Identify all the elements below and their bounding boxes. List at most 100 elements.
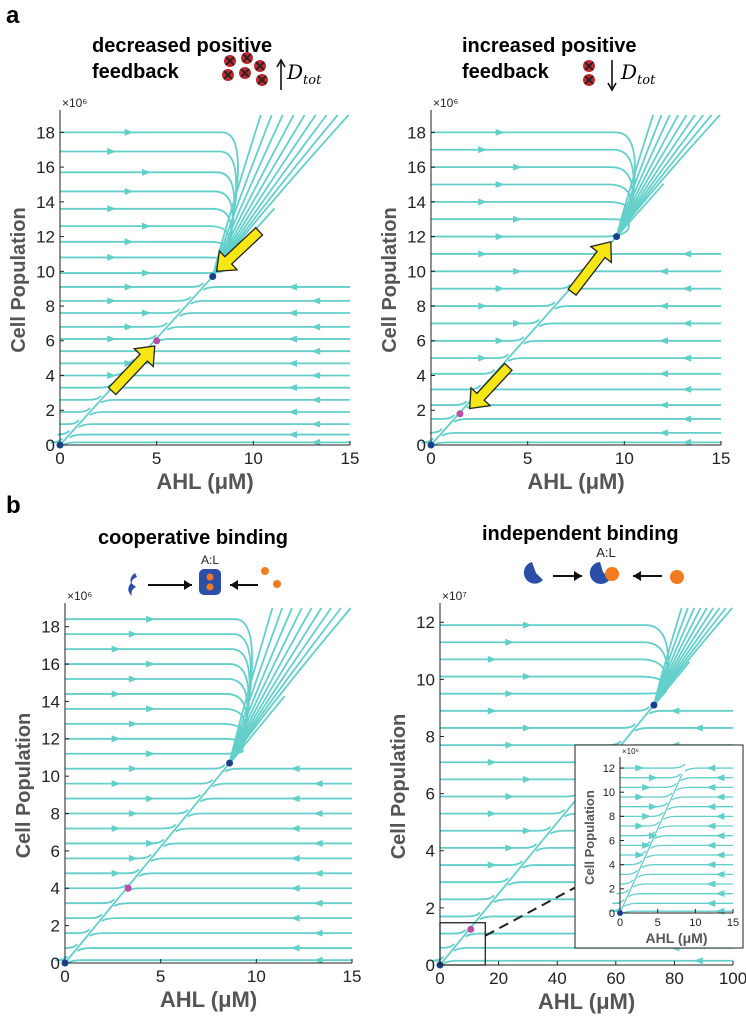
streamline: [431, 956, 733, 965]
x-marker-cross: [584, 75, 594, 85]
streamline: [50, 437, 350, 447]
streamline: [60, 131, 239, 278]
stream-direction-marker: [682, 354, 692, 362]
stream-direction-marker: [682, 250, 692, 258]
streamline: [65, 779, 352, 788]
stream-direction-marker: [706, 803, 716, 811]
x-marker-cross: [223, 70, 233, 80]
y-tick-label: 12: [407, 228, 426, 247]
streamline: [431, 266, 721, 276]
streamline: [431, 148, 635, 238]
y-tick-label: 2: [426, 899, 435, 918]
streamline: [431, 220, 630, 238]
b-left-title: cooperative binding: [98, 527, 289, 549]
y-tick-label: 8: [51, 804, 60, 823]
stream-direction-marker: [288, 309, 297, 317]
stream-direction-marker: [313, 929, 323, 937]
y-tick-label: 16: [41, 655, 60, 674]
streamline: [440, 723, 733, 732]
y-tick-label: 4: [426, 842, 435, 861]
streamline: [65, 898, 352, 907]
streamlines: [50, 114, 350, 447]
y-tick-label: 8: [609, 811, 615, 823]
streamline: [620, 821, 733, 830]
increase-arrow-icon: [276, 58, 286, 90]
x-tick-label: 15: [341, 449, 360, 468]
y-tick-label: 14: [41, 692, 60, 711]
stream-direction-marker: [288, 335, 297, 343]
arrow-head: [230, 580, 238, 590]
stream-direction-marker: [715, 812, 725, 820]
streamline: [620, 869, 733, 878]
stream-direction-marker: [715, 774, 725, 782]
streamline: [60, 395, 350, 404]
y-tick-label: 16: [36, 158, 55, 177]
stream-direction-marker: [682, 415, 692, 423]
stream-direction-marker: [107, 335, 117, 343]
streamline: [60, 282, 350, 291]
streamline: [65, 928, 352, 937]
stream-direction-marker: [313, 956, 323, 964]
stream-direction-marker: [706, 880, 716, 888]
dtot-symbol: D: [287, 60, 304, 84]
y-tick-label: 8: [46, 297, 55, 316]
a-right-title-line2: feedback: [462, 61, 549, 83]
y-tick-label: 6: [426, 785, 435, 804]
stream-direction-marker: [648, 803, 658, 811]
zoom-box: [439, 922, 486, 966]
a-left-title-line1: decreased positive: [92, 35, 273, 57]
stream-direction-marker: [642, 783, 652, 791]
stream-direction-marker: [478, 146, 488, 154]
stream-direction-marker: [706, 822, 716, 830]
stream-direction-marker: [487, 758, 497, 766]
complex-label: A:L: [596, 545, 616, 560]
stream-direction-marker: [311, 396, 321, 404]
arrow-head: [574, 571, 582, 581]
axis-exponent: ×10⁶: [622, 747, 639, 756]
y-tick-label: 4: [51, 879, 60, 898]
y-axis-label: Cell Population: [388, 714, 410, 860]
streamline: [60, 225, 231, 278]
stream-direction-marker: [513, 163, 522, 171]
y-tick-label: 8: [417, 297, 426, 316]
streamline: [60, 190, 234, 278]
y-tick-label: 14: [36, 193, 55, 212]
y-tick-label: 6: [609, 835, 615, 847]
funnel-streamline: [615, 114, 721, 238]
stream-direction-marker: [313, 780, 323, 788]
stream-direction-marker: [124, 359, 134, 367]
unstable-fixed-point: [456, 410, 464, 418]
stream-direction-marker: [478, 354, 488, 362]
streamline: [440, 689, 667, 706]
stable-fixed-point: [427, 441, 435, 449]
stream-direction-marker: [495, 337, 505, 345]
degraded-marker-icon: [241, 52, 253, 64]
y-tick-label: 6: [51, 842, 60, 861]
stream-direction-marker: [635, 851, 645, 859]
streamline: [65, 793, 352, 803]
stream-direction-marker: [111, 869, 121, 877]
streamline: [55, 955, 352, 964]
streamline: [620, 860, 733, 869]
stream-direction-marker: [495, 128, 505, 136]
y-tick-label: 6: [417, 332, 426, 351]
stream-direction-marker: [290, 884, 300, 892]
y-tick-label: 0: [417, 436, 426, 455]
stream-direction-marker: [495, 285, 505, 293]
funnel-streamline: [653, 607, 733, 706]
a-left-dtot-label: Dtot: [287, 60, 321, 88]
stream-direction-marker: [706, 783, 716, 791]
streamline: [60, 322, 350, 331]
stream-direction-marker: [288, 408, 297, 416]
x-tick-label: 0: [617, 917, 623, 929]
stable-fixed-point: [209, 273, 217, 281]
stream-direction-marker: [706, 841, 716, 849]
unstable-fixed-point: [153, 337, 161, 345]
stream-direction-marker: [146, 795, 156, 803]
streamline: [60, 346, 350, 355]
a-right-title-line1: increased positive: [462, 35, 637, 57]
stream-direction-marker: [128, 675, 138, 683]
streamline: [65, 823, 352, 833]
x-tick-label: 15: [727, 917, 739, 929]
